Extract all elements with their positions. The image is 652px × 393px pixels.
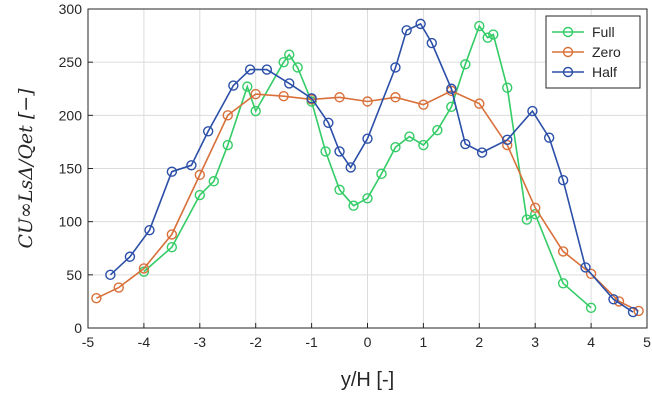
- legend-label: Zero: [592, 44, 621, 60]
- legend-label: Half: [592, 64, 617, 80]
- x-tick-label: -2: [249, 334, 262, 350]
- x-tick-label: 5: [643, 334, 651, 350]
- legend-label: Full: [592, 24, 615, 40]
- legend: Full Zero Half: [546, 16, 640, 88]
- x-tick-label: -3: [194, 334, 207, 350]
- y-tick-label: 300: [59, 1, 83, 17]
- y-tick-label: 50: [66, 267, 82, 283]
- x-tick-label: 2: [475, 334, 483, 350]
- x-axis-label: y/H [-]: [341, 369, 394, 391]
- y-tick-label: 200: [59, 107, 83, 123]
- data-point: [92, 294, 101, 303]
- y-tick-label: 250: [59, 54, 83, 70]
- x-tick-label: -4: [138, 334, 151, 350]
- y-tick-label: 0: [74, 320, 82, 336]
- x-tick-label: 0: [364, 334, 372, 350]
- y-tick-label: 100: [59, 214, 83, 230]
- x-tick-label: 3: [531, 334, 539, 350]
- y-axis-label: CU∞LsΔ/Qet [−]: [15, 88, 37, 249]
- y-tick-label: 150: [59, 161, 83, 177]
- x-tick-label: 4: [587, 334, 595, 350]
- x-tick-label: -5: [82, 334, 95, 350]
- x-tick-label: 1: [420, 334, 428, 350]
- x-tick-label: -1: [305, 334, 318, 350]
